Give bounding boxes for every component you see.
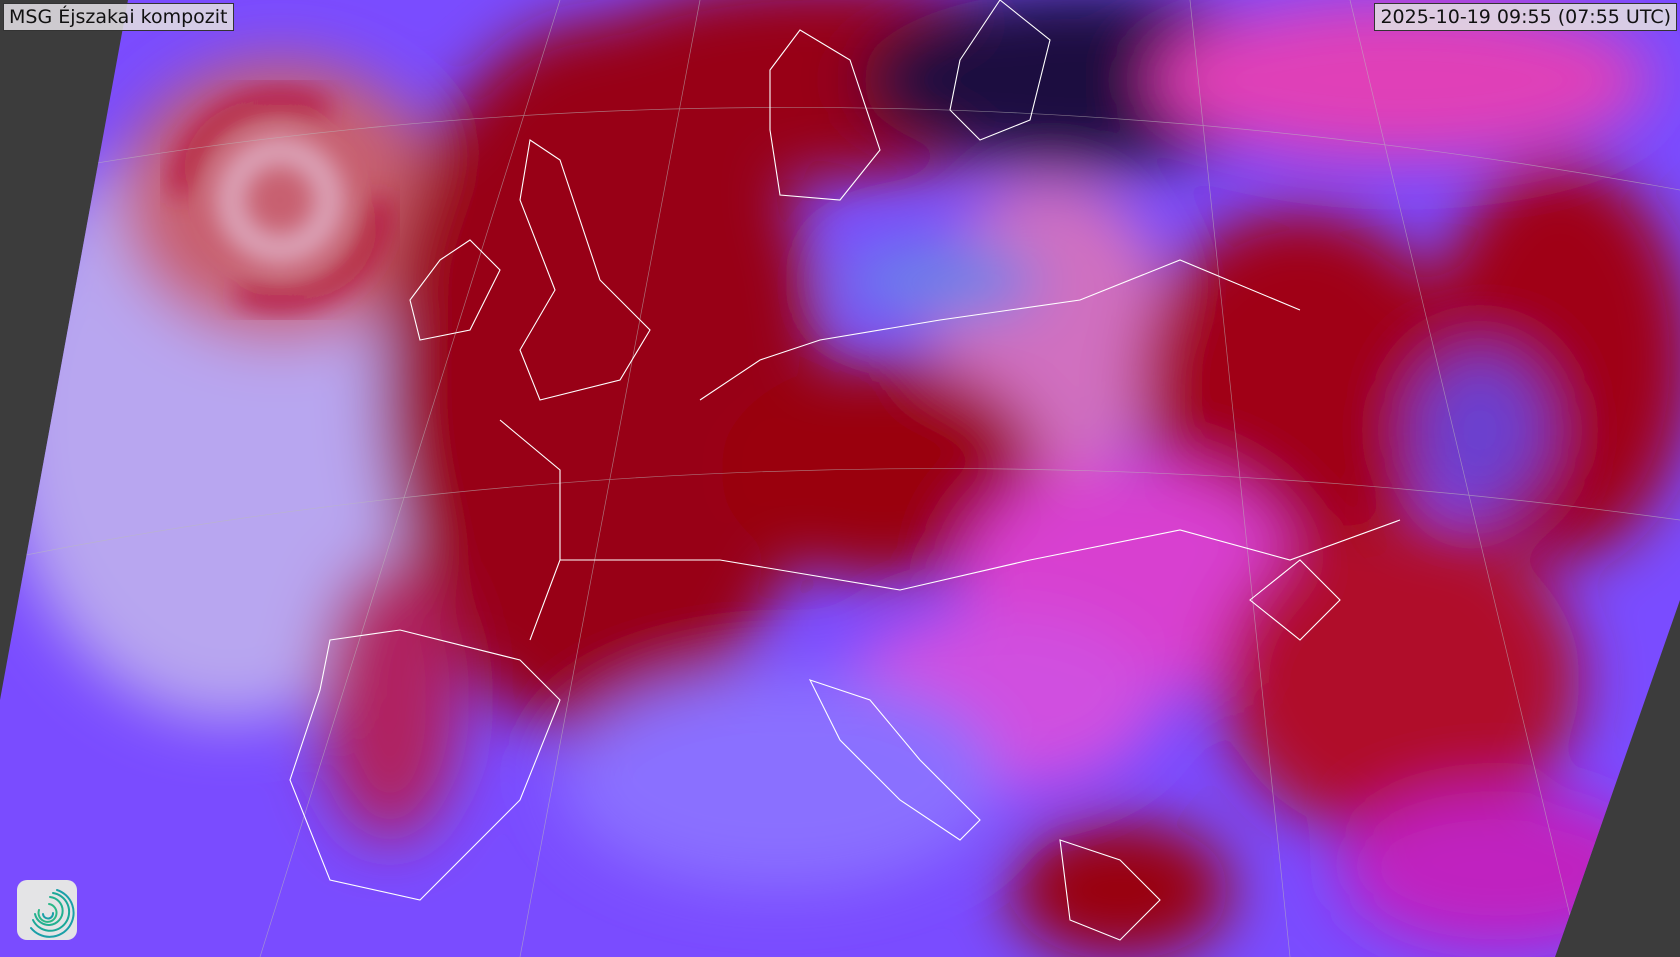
timestamp: 2025-10-19 09:55 (07:55 UTC)	[1374, 3, 1677, 31]
product-title: MSG Éjszakai kompozit	[3, 3, 234, 31]
swirl-logo-icon	[17, 880, 77, 940]
coastlines-and-borders	[289, 0, 1401, 941]
